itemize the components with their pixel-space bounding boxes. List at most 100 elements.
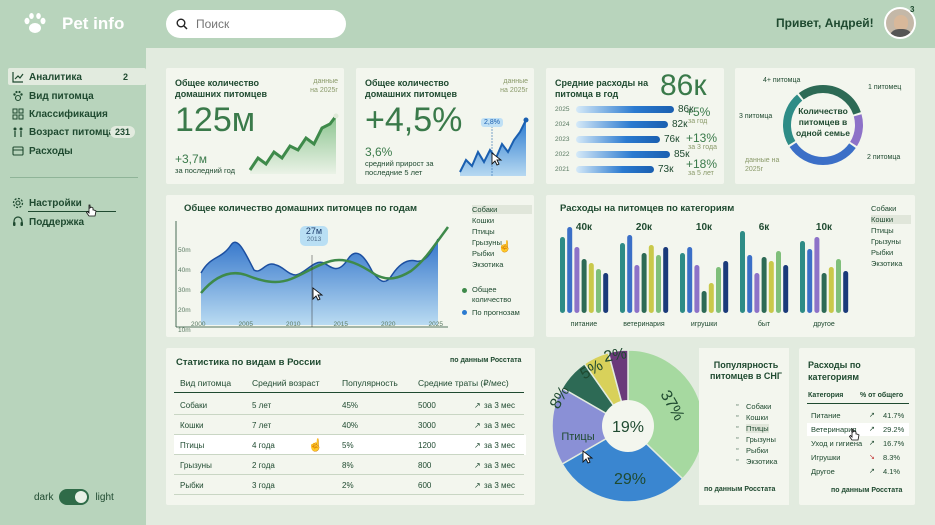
pie-legend-3[interactable]: Грызуны: [746, 435, 776, 444]
table-cell: 7 лет: [252, 421, 272, 430]
sidebar-item-analytics[interactable]: Аналитика: [12, 69, 82, 85]
sidebar-item-settings[interactable]: Настройки: [12, 195, 82, 211]
search-box[interactable]: [166, 10, 346, 38]
pie-legend-4[interactable]: Рыбки: [746, 446, 769, 455]
table-cell: Рыбки: [180, 481, 204, 490]
donut-center-label: Количество питомцев в одной семье: [796, 106, 850, 138]
pie-legend-1[interactable]: Кошки: [746, 413, 769, 422]
bar-value: 82к: [672, 119, 688, 130]
filter-4[interactable]: Рыбки: [472, 249, 495, 258]
filter-5[interactable]: Экзотика: [472, 260, 504, 269]
filter-3[interactable]: Грызуны: [472, 238, 502, 247]
sidebar-item-pet-type[interactable]: Вид питомца: [12, 88, 94, 104]
table-cell: 40%: [342, 421, 359, 430]
table-cell: 2 года: [252, 461, 275, 470]
legend-total: Общее количество: [462, 285, 520, 305]
bar-year: 2025: [555, 106, 570, 113]
trend-icon: ↗: [869, 426, 875, 433]
filter-2[interactable]: Птицы: [871, 226, 894, 235]
main-content: Общее количество домашних питомцев данны…: [146, 48, 935, 525]
filter-1[interactable]: Кошки: [871, 215, 911, 224]
bar-value: 86к: [678, 104, 694, 115]
bar-category-label: питание: [571, 321, 597, 328]
table-header-cell: Популярность: [342, 378, 398, 388]
cursor-icon: [86, 204, 97, 217]
table-row[interactable]: Собаки 5 лет 45% 5000 ↗ за 3 мес: [174, 395, 526, 415]
sidebar-item-classification[interactable]: Классификация: [12, 106, 108, 122]
bar-year: 2023: [555, 136, 570, 143]
kpi-note: данные на 2025г: [500, 78, 528, 94]
toggle-switch[interactable]: [59, 489, 90, 505]
pie-legend-0[interactable]: Собаки: [746, 402, 772, 411]
bar-chart: 40к питание 20к ветеринария 10к игрушки 6к быт 1…: [560, 222, 849, 328]
header-divider: [174, 392, 524, 393]
bar: [740, 231, 745, 313]
expenses-card: Расходы по категориям Категория % от общ…: [799, 348, 915, 505]
table-cell: 3000: [418, 421, 436, 430]
x-tick-label: 2010: [286, 321, 301, 328]
table-row[interactable]: Кошки 7 лет 40% 3000 ↗ за 3 мес: [174, 415, 526, 435]
expense-row[interactable]: [807, 423, 909, 436]
pie-legend-2[interactable]: Птицы: [746, 424, 769, 433]
cursor-icon: [312, 287, 324, 301]
bar-fill: [576, 151, 670, 158]
table-row[interactable]: Птицы 4 года 5% 1200 ↗ за 3 мес: [174, 435, 526, 455]
pie-center-label: 19%: [612, 419, 644, 436]
theme-toggle[interactable]: dark light: [34, 489, 114, 505]
table-row[interactable]: Рыбки 3 года 2% 600 ↗ за 3 мес: [174, 475, 526, 495]
trend-icon: ↗: [869, 440, 875, 447]
search-input[interactable]: [196, 17, 336, 31]
donut-label-2: 2 питомца: [867, 154, 901, 161]
expenses-col1: Категория: [808, 392, 844, 399]
pie-legend-5[interactable]: Экзотика: [746, 457, 778, 466]
filter-5[interactable]: Экзотика: [871, 259, 903, 268]
sidebar-item-label: Аналитика: [29, 71, 82, 83]
filter-0[interactable]: Собаки: [871, 204, 897, 213]
bar: [567, 227, 573, 313]
filter-2[interactable]: Птицы: [472, 227, 495, 236]
y-tick-label: 30m: [178, 287, 191, 294]
pie-slice[interactable]: [561, 425, 684, 503]
pie-slice[interactable]: [551, 386, 630, 466]
bar: [648, 245, 654, 313]
filter-4[interactable]: Рыбки: [871, 248, 894, 257]
filter-3[interactable]: Грызуны: [871, 237, 901, 246]
bar: [603, 273, 609, 313]
expense-name: Уход и гигиена: [811, 439, 863, 448]
expenses-divider: [807, 403, 909, 404]
bar-category-label: ветеринария: [623, 321, 665, 328]
chart-title: Общее количество домашних питомцев по го…: [184, 203, 418, 214]
sidebar-item-expenses[interactable]: Расходы: [12, 143, 73, 159]
bar: [807, 249, 813, 313]
bar: [687, 247, 693, 313]
bar: [814, 237, 820, 313]
trend-icon: ↗: [869, 468, 875, 475]
logo[interactable]: Pet info: [22, 12, 142, 36]
filter-0[interactable]: Собаки: [472, 205, 532, 214]
kpi-total-pets: Общее количество домашних питомцев данны…: [166, 68, 344, 184]
sidebar-item-pet-age[interactable]: Возраст питомца: [12, 124, 114, 140]
theme-dark-label: dark: [34, 491, 54, 503]
pie-slice[interactable]: [627, 349, 705, 480]
headset-icon: [13, 216, 23, 226]
sidebar-item-label: Настройки: [29, 197, 82, 209]
sidebar-item-support[interactable]: Поддержка: [12, 214, 84, 230]
bar-value-label: 40к: [576, 222, 593, 233]
avatar[interactable]: [884, 7, 916, 39]
chart-icon: [12, 72, 24, 83]
bar-year: 2022: [555, 151, 570, 158]
paw-small-icon: [13, 90, 23, 102]
legend-icon: ▫: [736, 413, 739, 420]
table-row[interactable]: Грызуны 2 года 8% 800 ↗ за 3 мес: [174, 455, 526, 475]
row-divider: [174, 474, 524, 475]
notification-count: 3: [910, 5, 915, 14]
bar: [800, 241, 805, 313]
filter-1[interactable]: Кошки: [472, 216, 495, 225]
bar: [581, 259, 587, 313]
sidebar-item-label: Поддержка: [29, 216, 85, 228]
bar: [656, 255, 661, 313]
kpi-spend: Средние расходы на питомца в год 86к 202…: [546, 68, 724, 184]
cursor-icon: ☝: [498, 241, 512, 253]
table-cell: 5%: [342, 441, 354, 450]
